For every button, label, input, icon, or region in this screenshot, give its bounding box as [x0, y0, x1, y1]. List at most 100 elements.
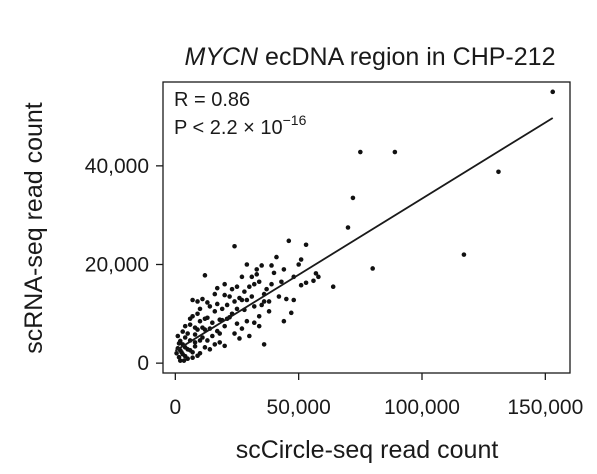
data-point: [261, 342, 267, 347]
data-point: [190, 355, 195, 361]
data-point: [249, 274, 255, 280]
data-point: [496, 169, 501, 175]
y-tick-label: 0: [137, 352, 149, 375]
data-point: [259, 302, 264, 308]
correlation-label: R = 0.86: [174, 89, 250, 111]
data-point: [274, 254, 279, 260]
data-point: [207, 347, 213, 352]
data-point: [205, 338, 210, 343]
regression-line: [174, 117, 554, 352]
data-point: [195, 311, 200, 317]
data-point: [212, 291, 218, 297]
data-point: [370, 266, 375, 271]
data-point: [187, 322, 193, 327]
data-point: [298, 282, 304, 288]
data-point: [237, 336, 242, 341]
x-tick-label: 50,000: [267, 396, 331, 419]
data-point: [244, 297, 250, 303]
data-point: [180, 351, 186, 357]
data-point: [177, 358, 183, 363]
data-point: [214, 285, 220, 291]
data-point: [227, 294, 232, 299]
data-point: [185, 356, 190, 362]
x-axis-label: scCircle-seq read count: [236, 436, 499, 464]
y-tick-label: 20,000: [85, 253, 149, 276]
data-point: [200, 296, 205, 302]
data-point: [251, 320, 257, 325]
data-point: [242, 289, 247, 294]
data-points: [174, 89, 556, 363]
data-point: [185, 331, 190, 336]
data-point: [550, 89, 556, 95]
data-point: [202, 273, 208, 278]
data-point: [461, 252, 467, 257]
data-point: [202, 345, 208, 350]
x-tick-label: 0: [169, 396, 181, 419]
data-point: [180, 329, 186, 334]
data-point: [249, 294, 255, 299]
data-point: [190, 313, 195, 319]
data-point: [222, 292, 227, 298]
data-point: [176, 341, 182, 346]
data-point: [247, 333, 252, 339]
data-point: [212, 309, 218, 314]
data-point: [296, 262, 301, 267]
plot-frame: [162, 81, 571, 374]
data-point: [279, 279, 284, 285]
data-point: [288, 310, 294, 316]
chart-title-italic: MYCN: [185, 43, 260, 71]
data-point: [392, 149, 398, 155]
data-point: [350, 195, 356, 201]
data-point: [256, 323, 262, 329]
data-point: [205, 300, 210, 305]
data-point: [316, 274, 321, 280]
data-point: [222, 323, 227, 329]
data-point: [234, 321, 240, 326]
data-point: [271, 270, 277, 276]
data-point: [239, 274, 245, 280]
data-point: [254, 272, 260, 277]
data-point: [311, 278, 316, 284]
data-point: [224, 302, 230, 308]
data-point: [259, 263, 264, 268]
data-point: [284, 296, 289, 302]
data-point: [244, 318, 250, 324]
data-point: [210, 333, 215, 339]
data-point: [264, 286, 269, 292]
data-point: [192, 340, 198, 345]
data-point: [313, 271, 319, 276]
data-point: [176, 354, 182, 360]
data-point: [190, 297, 195, 303]
p-value-label: P < 2.2 × 10−16: [174, 112, 307, 139]
data-point: [254, 267, 260, 272]
data-point: [247, 284, 252, 289]
data-point: [345, 225, 351, 230]
chart-title: MYCN ecDNA region in CHP-212: [185, 43, 556, 71]
p-value-exponent: −16: [283, 112, 307, 128]
data-point: [210, 320, 215, 325]
data-point: [298, 257, 304, 262]
data-point: [239, 326, 245, 331]
data-point: [256, 313, 262, 319]
chart-title-rest: ecDNA region in CHP-212: [258, 43, 555, 71]
data-point: [174, 350, 179, 356]
data-point: [303, 242, 309, 248]
data-point: [222, 343, 227, 349]
data-point: [181, 358, 187, 363]
data-point: [232, 299, 237, 304]
data-point: [214, 301, 220, 307]
data-point: [269, 263, 274, 268]
data-point: [195, 299, 200, 304]
data-point: [217, 331, 223, 336]
x-tick-label: 150,000: [507, 396, 583, 419]
data-point: [286, 238, 292, 244]
data-point: [202, 316, 208, 322]
data-point: [222, 281, 227, 287]
p-value-prefix: P < 2.2 × 10: [174, 117, 283, 139]
data-point: [269, 281, 274, 287]
data-point: [182, 323, 188, 329]
data-point: [244, 262, 250, 267]
data-point: [212, 342, 218, 347]
data-point: [217, 340, 223, 345]
data-point: [291, 297, 297, 303]
